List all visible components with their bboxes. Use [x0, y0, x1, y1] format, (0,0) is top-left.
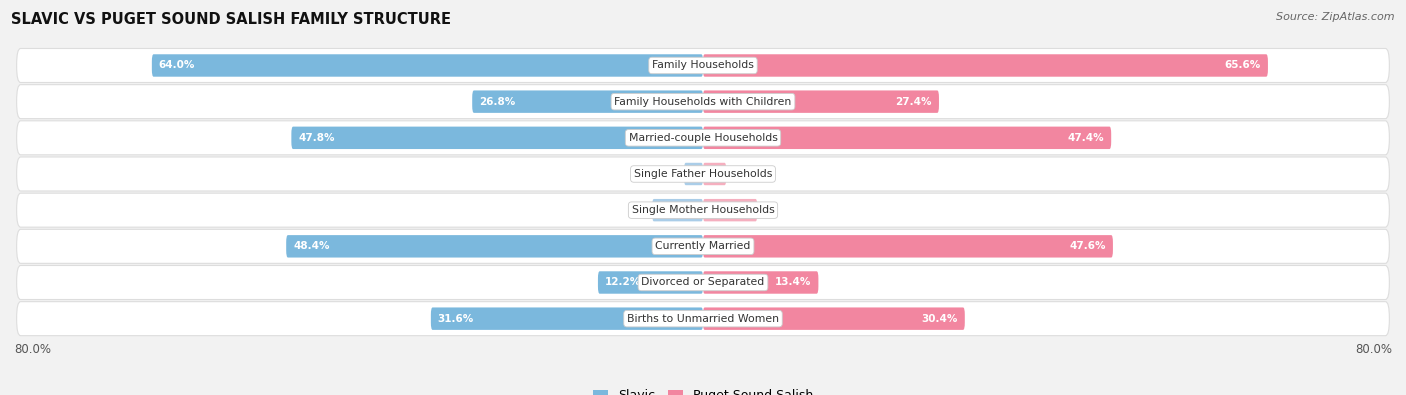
- FancyBboxPatch shape: [17, 121, 1389, 155]
- FancyBboxPatch shape: [652, 199, 703, 221]
- FancyBboxPatch shape: [703, 235, 1114, 258]
- Text: 2.2%: 2.2%: [689, 169, 717, 179]
- Text: 6.3%: 6.3%: [724, 205, 754, 215]
- Text: 26.8%: 26.8%: [479, 97, 516, 107]
- Text: 2.7%: 2.7%: [693, 169, 721, 179]
- Text: 65.6%: 65.6%: [1225, 60, 1261, 70]
- FancyBboxPatch shape: [17, 49, 1389, 83]
- Text: 48.4%: 48.4%: [292, 241, 329, 251]
- FancyBboxPatch shape: [703, 271, 818, 294]
- Text: SLAVIC VS PUGET SOUND SALISH FAMILY STRUCTURE: SLAVIC VS PUGET SOUND SALISH FAMILY STRU…: [11, 12, 451, 27]
- FancyBboxPatch shape: [703, 54, 1268, 77]
- Text: Births to Unmarried Women: Births to Unmarried Women: [627, 314, 779, 324]
- FancyBboxPatch shape: [703, 307, 965, 330]
- Text: Source: ZipAtlas.com: Source: ZipAtlas.com: [1277, 12, 1395, 22]
- FancyBboxPatch shape: [598, 271, 703, 294]
- FancyBboxPatch shape: [17, 157, 1389, 191]
- FancyBboxPatch shape: [430, 307, 703, 330]
- Text: 31.6%: 31.6%: [437, 314, 474, 324]
- Text: 30.4%: 30.4%: [921, 314, 957, 324]
- FancyBboxPatch shape: [703, 90, 939, 113]
- FancyBboxPatch shape: [703, 199, 758, 221]
- FancyBboxPatch shape: [703, 127, 1111, 149]
- FancyBboxPatch shape: [703, 163, 727, 185]
- Text: 47.4%: 47.4%: [1067, 133, 1104, 143]
- FancyBboxPatch shape: [152, 54, 703, 77]
- FancyBboxPatch shape: [472, 90, 703, 113]
- FancyBboxPatch shape: [287, 235, 703, 258]
- Text: 64.0%: 64.0%: [159, 60, 195, 70]
- Text: Single Mother Households: Single Mother Households: [631, 205, 775, 215]
- Text: 80.0%: 80.0%: [1355, 343, 1392, 356]
- Text: 5.9%: 5.9%: [657, 205, 685, 215]
- Text: 47.6%: 47.6%: [1070, 241, 1107, 251]
- FancyBboxPatch shape: [291, 127, 703, 149]
- Text: 27.4%: 27.4%: [896, 97, 932, 107]
- Text: 13.4%: 13.4%: [775, 278, 811, 288]
- Text: Married-couple Households: Married-couple Households: [628, 133, 778, 143]
- Text: Family Households: Family Households: [652, 60, 754, 70]
- Text: 47.8%: 47.8%: [298, 133, 335, 143]
- Text: Currently Married: Currently Married: [655, 241, 751, 251]
- FancyBboxPatch shape: [17, 229, 1389, 263]
- FancyBboxPatch shape: [17, 265, 1389, 299]
- Text: Single Father Households: Single Father Households: [634, 169, 772, 179]
- Text: 12.2%: 12.2%: [605, 278, 641, 288]
- FancyBboxPatch shape: [17, 193, 1389, 227]
- Legend: Slavic, Puget Sound Salish: Slavic, Puget Sound Salish: [588, 384, 818, 395]
- FancyBboxPatch shape: [17, 85, 1389, 118]
- Text: 80.0%: 80.0%: [14, 343, 51, 356]
- FancyBboxPatch shape: [17, 302, 1389, 336]
- FancyBboxPatch shape: [685, 163, 703, 185]
- Text: Family Households with Children: Family Households with Children: [614, 97, 792, 107]
- Text: Divorced or Separated: Divorced or Separated: [641, 278, 765, 288]
